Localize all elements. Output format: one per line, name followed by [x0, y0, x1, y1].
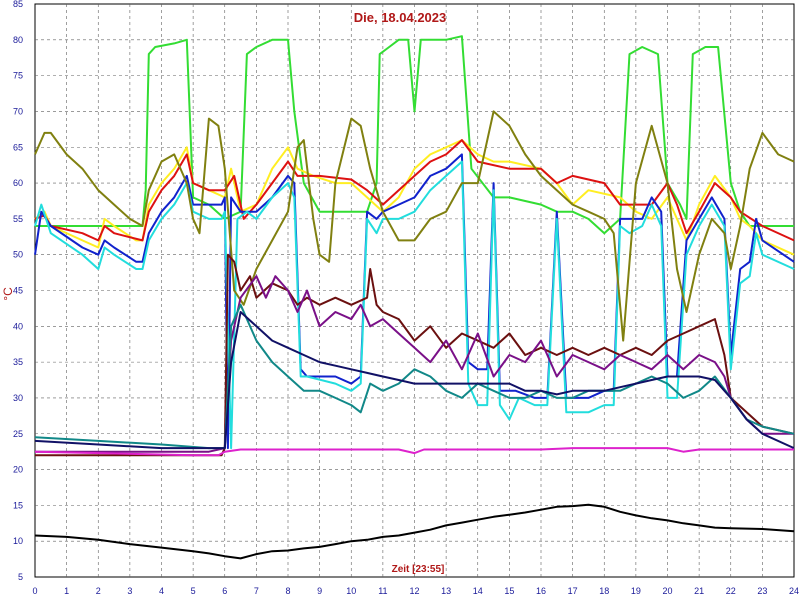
x-tick-label: 0 — [32, 586, 37, 596]
y-tick-label: 45 — [13, 286, 23, 296]
x-tick-label: 17 — [568, 586, 578, 596]
x-axis-label: Zeit [23:55] — [392, 564, 445, 575]
x-tick-label: 7 — [254, 586, 259, 596]
y-tick-label: 50 — [13, 250, 23, 260]
y-tick-label: 40 — [13, 321, 23, 331]
x-tick-label: 4 — [159, 586, 164, 596]
y-tick-label: 65 — [13, 142, 23, 152]
x-tick-label: 5 — [191, 586, 196, 596]
y-tick-label: 75 — [13, 71, 23, 81]
series-line-7 — [35, 253, 795, 457]
y-tick-label: 35 — [13, 357, 23, 367]
chart-title: Die, 18.04.2023 — [354, 10, 447, 25]
x-tick-label: 1 — [64, 586, 69, 596]
x-tick-label: 14 — [473, 586, 483, 596]
x-tick-label: 12 — [409, 586, 419, 596]
y-tick-label: 70 — [13, 106, 23, 116]
series-line-5 — [34, 160, 795, 450]
x-tick-label: 2 — [96, 586, 101, 596]
y-axis-label: °C — [1, 287, 15, 301]
y-tick-label: 60 — [13, 178, 23, 188]
y-tick-label: 85 — [13, 0, 23, 9]
series-line-9 — [34, 303, 795, 450]
series-line-8 — [35, 275, 794, 453]
x-tick-label: 20 — [662, 586, 672, 596]
series-line-6 — [34, 110, 795, 342]
y-tick-label: 15 — [13, 500, 23, 510]
y-tick-label: 55 — [13, 214, 23, 224]
series-lines — [34, 35, 795, 560]
x-tick-label: 21 — [694, 586, 704, 596]
x-tick-label: 6 — [222, 586, 227, 596]
x-tick-label: 11 — [378, 586, 387, 596]
x-tick-label: 19 — [631, 586, 641, 596]
x-tick-labels: 0 1 2 3 4 5 6 7 8 9 10 11 12 13 14 15 16 17 18 19 20 21 22 23 24 — [32, 586, 799, 596]
x-tick-label: 8 — [285, 586, 290, 596]
x-tick-label: 16 — [536, 586, 546, 596]
x-tick-label: 23 — [757, 586, 767, 596]
series-line-12 — [34, 503, 795, 560]
series-line-3 — [34, 139, 795, 242]
x-tick-label: 3 — [127, 586, 132, 596]
y-tick-label: 30 — [13, 393, 23, 403]
y-tick-labels: 5 10 15 20 25 30 35 40 45 50 55 60 65 70 75 80 85 — [13, 0, 23, 582]
y-tick-label: 25 — [13, 429, 23, 439]
x-tick-label: 22 — [726, 586, 736, 596]
x-tick-label: 9 — [317, 586, 322, 596]
x-tick-label: 10 — [346, 586, 356, 596]
x-tick-label: 13 — [441, 586, 451, 596]
y-tick-label: 80 — [13, 35, 23, 45]
y-tick-label: 10 — [13, 536, 23, 546]
x-tick-label: 18 — [599, 586, 609, 596]
series-line-10 — [34, 311, 795, 450]
series-line-11 — [34, 447, 794, 457]
y-tick-label: 20 — [13, 465, 23, 475]
x-tick-label: 15 — [504, 586, 514, 596]
x-tick-label: 24 — [789, 586, 799, 596]
series-line-1 — [35, 35, 794, 235]
y-tick-label: 5 — [18, 572, 23, 582]
